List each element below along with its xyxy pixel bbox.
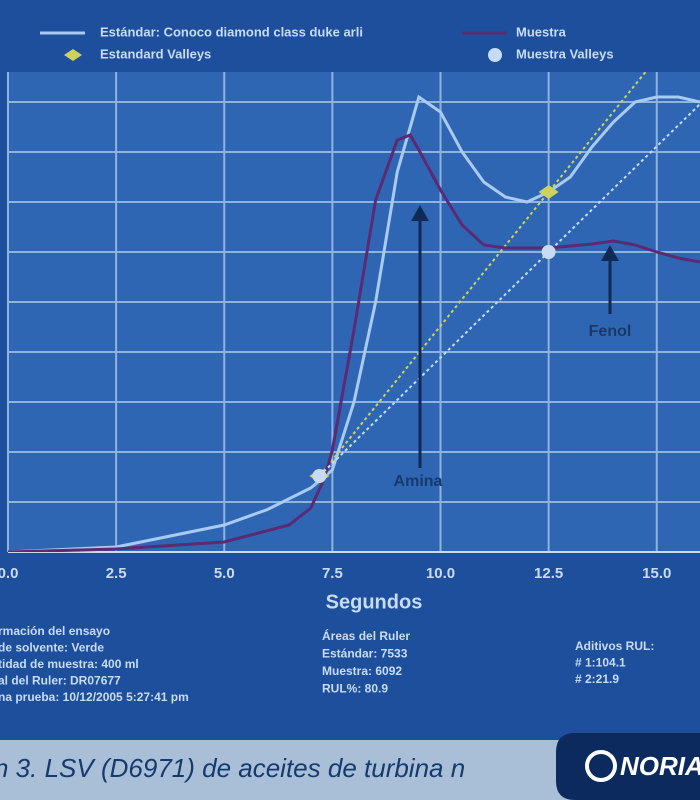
annotation: Fenol (589, 323, 632, 340)
info-line: al del Ruler: DR07677 (0, 674, 121, 688)
info-line: de solvente: Verde (0, 641, 104, 655)
legend-label: Muestra (516, 24, 567, 39)
info-line: # 1:104.1 (575, 656, 626, 670)
info-line: tidad de muestra: 400 ml (0, 657, 139, 671)
x-tick-label: 2.5 (106, 565, 127, 582)
info-line: rmación del ensayo (0, 624, 110, 638)
annotation: Amina (394, 473, 443, 490)
annotation-arrowhead (411, 205, 429, 221)
x-tick-label: 15.0 (642, 565, 671, 582)
info-line: Muestra: 6092 (322, 664, 402, 678)
logo-text: NORIA (620, 751, 700, 781)
legend-label: Estándar: Conoco diamond class duke arli (100, 24, 363, 39)
annotation-arrowhead (601, 245, 619, 261)
valley-line (318, 72, 647, 477)
valley-marker (312, 469, 327, 483)
series-line (8, 94, 700, 552)
legend-marker (64, 49, 82, 61)
info-line: Aditivos RUL: (575, 639, 654, 653)
x-tick-label: 0.0 (0, 565, 18, 582)
logo-icon (585, 750, 617, 782)
info-line: Áreas del Ruler (322, 628, 410, 643)
legend-marker (488, 48, 502, 62)
series-line (8, 133, 700, 552)
valley-line (318, 103, 700, 477)
legend-label: Estandard Valleys (100, 46, 211, 61)
info-line: # 2:21.9 (575, 672, 619, 686)
info-line: na prueba: 10/12/2005 5:27:41 pm (0, 690, 189, 704)
logo-box (556, 733, 700, 800)
x-tick-label: 10.0 (426, 565, 455, 582)
valley-marker (538, 185, 559, 199)
legend-label: Muestra Valleys (516, 46, 614, 61)
x-axis-title: Segundos (326, 591, 423, 613)
x-tick-label: 7.5 (322, 565, 343, 582)
caption: n 3. LSV (D6971) de aceites de turbina n (0, 753, 465, 783)
info-line: RUL%: 80.9 (322, 682, 388, 696)
x-tick-label: 5.0 (214, 565, 235, 582)
x-tick-label: 12.5 (534, 565, 563, 582)
info-line: Estándar: 7533 (322, 647, 408, 661)
valley-marker (541, 245, 556, 259)
